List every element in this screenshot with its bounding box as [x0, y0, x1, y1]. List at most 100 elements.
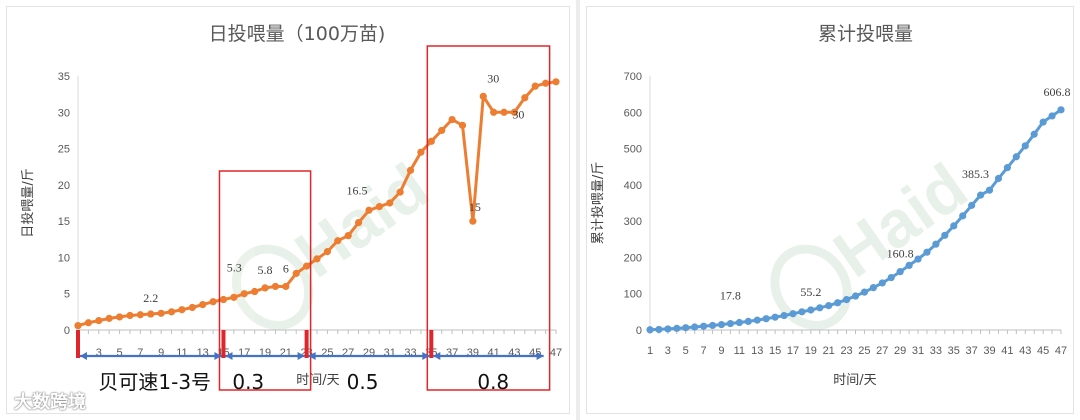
x-tick-label: 15: [769, 345, 781, 357]
y-tick-label: 10: [58, 252, 70, 264]
data-point: [490, 108, 498, 116]
y-tick-label: 100: [624, 289, 642, 301]
data-point: [1012, 153, 1020, 161]
phase-arrow-head: [225, 352, 233, 360]
data-point: [959, 212, 967, 220]
data-point: [780, 311, 788, 320]
data-point: [136, 311, 144, 319]
y-tick-label: 600: [624, 107, 642, 119]
data-point: [115, 313, 124, 321]
y-tick-label: 5: [64, 289, 70, 301]
y-tick-label: 500: [624, 144, 642, 156]
data-label: 5.3: [227, 261, 242, 275]
x-tick-label: 29: [894, 345, 906, 357]
data-point: [105, 314, 113, 322]
x-tick-label: 33: [930, 345, 942, 357]
data-point: [842, 295, 851, 304]
phase-arrow-head: [536, 352, 544, 360]
data-point: [167, 308, 176, 316]
phase-arrow-head: [422, 352, 430, 360]
data-point: [292, 269, 300, 277]
data-point: [510, 108, 519, 116]
data-point: [74, 322, 82, 330]
x-tick-label: 25: [858, 345, 870, 357]
x-tick-label: 3: [96, 347, 102, 359]
data-point: [896, 268, 904, 276]
data-point: [219, 295, 228, 304]
y-tick-label: 30: [58, 107, 70, 119]
x-tick-label: 39: [983, 345, 995, 357]
x-tick-label: 5: [117, 347, 123, 359]
data-label: 15: [469, 200, 481, 214]
data-point: [1003, 164, 1011, 172]
y-tick-label: 0: [636, 325, 642, 337]
y-tick-label: 25: [58, 144, 70, 156]
data-point: [84, 319, 92, 327]
x-tick-label: 7: [137, 347, 143, 359]
data-point: [682, 324, 690, 332]
data-point: [985, 186, 994, 194]
x-tick-label: 41: [1001, 345, 1013, 357]
x-tick-label: 19: [259, 347, 271, 359]
data-point: [807, 306, 815, 314]
panel-divider: [576, 0, 580, 420]
data-point: [789, 310, 797, 318]
data-point: [914, 255, 922, 263]
phase-arrow-head: [80, 352, 87, 360]
x-tick-label: 47: [550, 347, 562, 359]
data-point: [126, 311, 134, 320]
y-tick-label: 15: [58, 216, 70, 228]
data-point: [552, 78, 560, 86]
chart-title: 累计投喂量: [818, 23, 913, 45]
x-tick-label: 7: [701, 345, 707, 357]
phase-arrow-head: [214, 352, 222, 360]
phase-arrow-head: [308, 352, 316, 360]
data-point: [313, 255, 321, 263]
x-tick-label: 41: [488, 347, 500, 359]
data-point: [717, 320, 726, 329]
data-point: [479, 92, 487, 100]
phase-arrow-head: [297, 352, 305, 360]
x-tick-label: 43: [1019, 345, 1031, 357]
data-point: [95, 316, 103, 325]
data-point: [354, 218, 363, 227]
watermark-logo-ring: [770, 244, 852, 330]
data-point: [664, 325, 672, 333]
phase-label: 贝可速1-3号: [98, 370, 211, 394]
x-tick-label: 45: [1037, 345, 1049, 357]
data-point: [282, 282, 290, 291]
highlight-box: [426, 45, 551, 391]
data-point: [726, 319, 735, 328]
data-point: [1021, 142, 1029, 150]
x-tick-label: 39: [467, 347, 479, 359]
data-point: [386, 199, 394, 207]
data-label: 30: [487, 71, 499, 85]
data-point: [762, 315, 770, 323]
x-tick-label: 1: [647, 345, 653, 357]
x-axis-title: 时间/天: [296, 373, 339, 388]
x-tick-label: 5: [683, 345, 689, 357]
data-point: [406, 166, 415, 174]
data-point: [771, 313, 779, 321]
data-point: [344, 232, 352, 240]
daily-feeding-chart: Haid日投喂量（100万苗)0510152025303535791113151…: [20, 23, 562, 394]
x-tick-label: 31: [384, 347, 396, 359]
data-point: [941, 231, 949, 239]
data-point: [1048, 112, 1056, 120]
cumulative-feeding-chart-panel: Haid 累计投喂量 0 100 200 300 400 500 600 700 1 3 5 7 9 11 13…: [580, 0, 1080, 420]
data-label: 606.8: [1044, 85, 1071, 99]
data-point: [188, 303, 196, 312]
data-point: [147, 310, 155, 318]
data-point: [157, 309, 165, 317]
data-point: [417, 148, 425, 156]
x-tick-label: 27: [876, 345, 888, 357]
phase-label: 0.3: [232, 370, 264, 394]
data-point: [334, 237, 342, 245]
data-point: [500, 108, 508, 116]
y-tick-label: 400: [624, 180, 642, 192]
x-tick-label: 17: [238, 347, 250, 359]
y-axis-title: 日投喂量/斤: [20, 168, 36, 237]
x-tick-label: 47: [1055, 345, 1067, 357]
data-point: [691, 323, 699, 331]
